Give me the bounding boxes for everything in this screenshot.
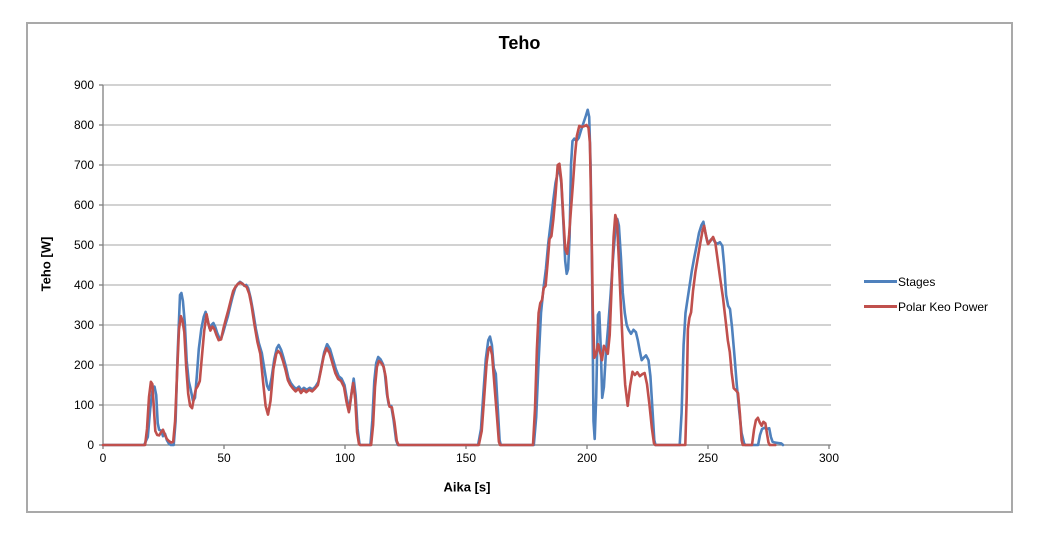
x-tick-label: 0 bbox=[100, 451, 107, 465]
chart-title: Teho bbox=[498, 33, 541, 53]
x-axis-title: Aika [s] bbox=[443, 479, 491, 495]
y-tick-label: 500 bbox=[74, 238, 94, 252]
x-tick-label: 250 bbox=[698, 451, 718, 465]
x-tick-label: 50 bbox=[217, 451, 231, 465]
y-tick-label: 0 bbox=[87, 438, 94, 452]
x-tick-label: 100 bbox=[335, 451, 355, 465]
y-tick-label: 100 bbox=[74, 398, 94, 412]
y-tick-label: 400 bbox=[74, 278, 94, 292]
legend-item-polar-keo-power: Polar Keo Power bbox=[864, 294, 988, 319]
legend-label-polar-keo-power: Polar Keo Power bbox=[898, 299, 989, 314]
y-tick-label: 700 bbox=[74, 158, 94, 172]
y-axis-title: Teho [W] bbox=[38, 236, 54, 292]
legend-swatch-polar-keo-power bbox=[864, 305, 897, 308]
legend-item-stages: Stages bbox=[864, 269, 988, 294]
legend: Stages Polar Keo Power bbox=[864, 269, 988, 319]
chart-frame[interactable] bbox=[26, 22, 1013, 513]
y-tick-label: 300 bbox=[74, 318, 94, 332]
y-tick-label: 600 bbox=[74, 198, 94, 212]
x-tick-label: 150 bbox=[456, 451, 476, 465]
y-tick-label: 800 bbox=[74, 118, 94, 132]
x-tick-label: 200 bbox=[577, 451, 597, 465]
y-tick-label: 200 bbox=[74, 358, 94, 372]
series-line-polar-keo-power bbox=[101, 123, 777, 447]
y-tick-label: 900 bbox=[74, 78, 94, 92]
x-tick-label: 300 bbox=[819, 451, 839, 465]
series-line-stages bbox=[101, 108, 785, 447]
legend-label-stages: Stages bbox=[898, 274, 936, 289]
legend-swatch-stages bbox=[864, 280, 897, 283]
